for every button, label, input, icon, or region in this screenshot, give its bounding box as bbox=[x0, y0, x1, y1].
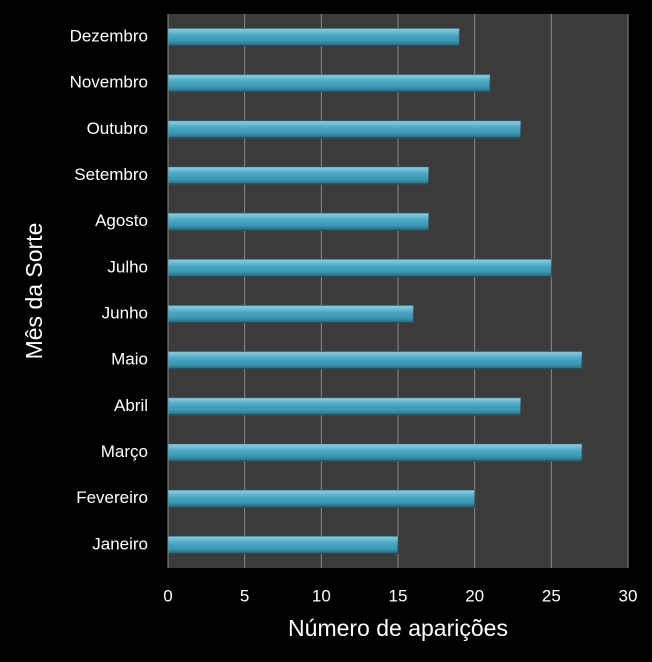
y-tick-label: Setembro bbox=[74, 165, 148, 184]
y-tick-label: Maio bbox=[111, 350, 148, 369]
bar-sheen bbox=[168, 305, 414, 323]
y-tick-label: Junho bbox=[102, 304, 148, 323]
bar-sheen bbox=[168, 28, 460, 46]
bar-sheen bbox=[168, 397, 521, 415]
x-tick-label: 20 bbox=[465, 586, 484, 605]
y-tick-label: Julho bbox=[107, 257, 148, 276]
bar-sheen bbox=[168, 259, 552, 277]
bar-sheen bbox=[168, 536, 398, 554]
x-tick-label: 15 bbox=[389, 586, 408, 605]
x-axis-title: Número de aparições bbox=[288, 615, 508, 641]
y-tick-label: Março bbox=[101, 442, 148, 461]
y-tick-label: Outubro bbox=[87, 119, 148, 138]
y-tick-label: Fevereiro bbox=[76, 488, 148, 507]
x-tick-label: 25 bbox=[542, 586, 561, 605]
x-tick-label: 10 bbox=[312, 586, 331, 605]
bar-sheen bbox=[168, 120, 521, 138]
bar-sheen bbox=[168, 444, 582, 462]
y-tick-label: Abril bbox=[114, 396, 148, 415]
x-tick-label: 0 bbox=[163, 586, 172, 605]
bar-sheen bbox=[168, 490, 475, 508]
bar-sheen bbox=[168, 351, 582, 369]
y-tick-label: Dezembro bbox=[70, 27, 148, 46]
y-tick-label: Janeiro bbox=[92, 534, 148, 553]
x-tick-label: 30 bbox=[619, 586, 638, 605]
y-tick-label: Agosto bbox=[95, 211, 148, 230]
bar-sheen bbox=[168, 213, 429, 231]
bar-sheen bbox=[168, 74, 490, 92]
y-tick-label: Novembro bbox=[70, 73, 148, 92]
x-tick-label: 5 bbox=[240, 586, 249, 605]
y-axis-title: Mês da Sorte bbox=[21, 223, 47, 360]
bar-sheen bbox=[168, 167, 429, 185]
